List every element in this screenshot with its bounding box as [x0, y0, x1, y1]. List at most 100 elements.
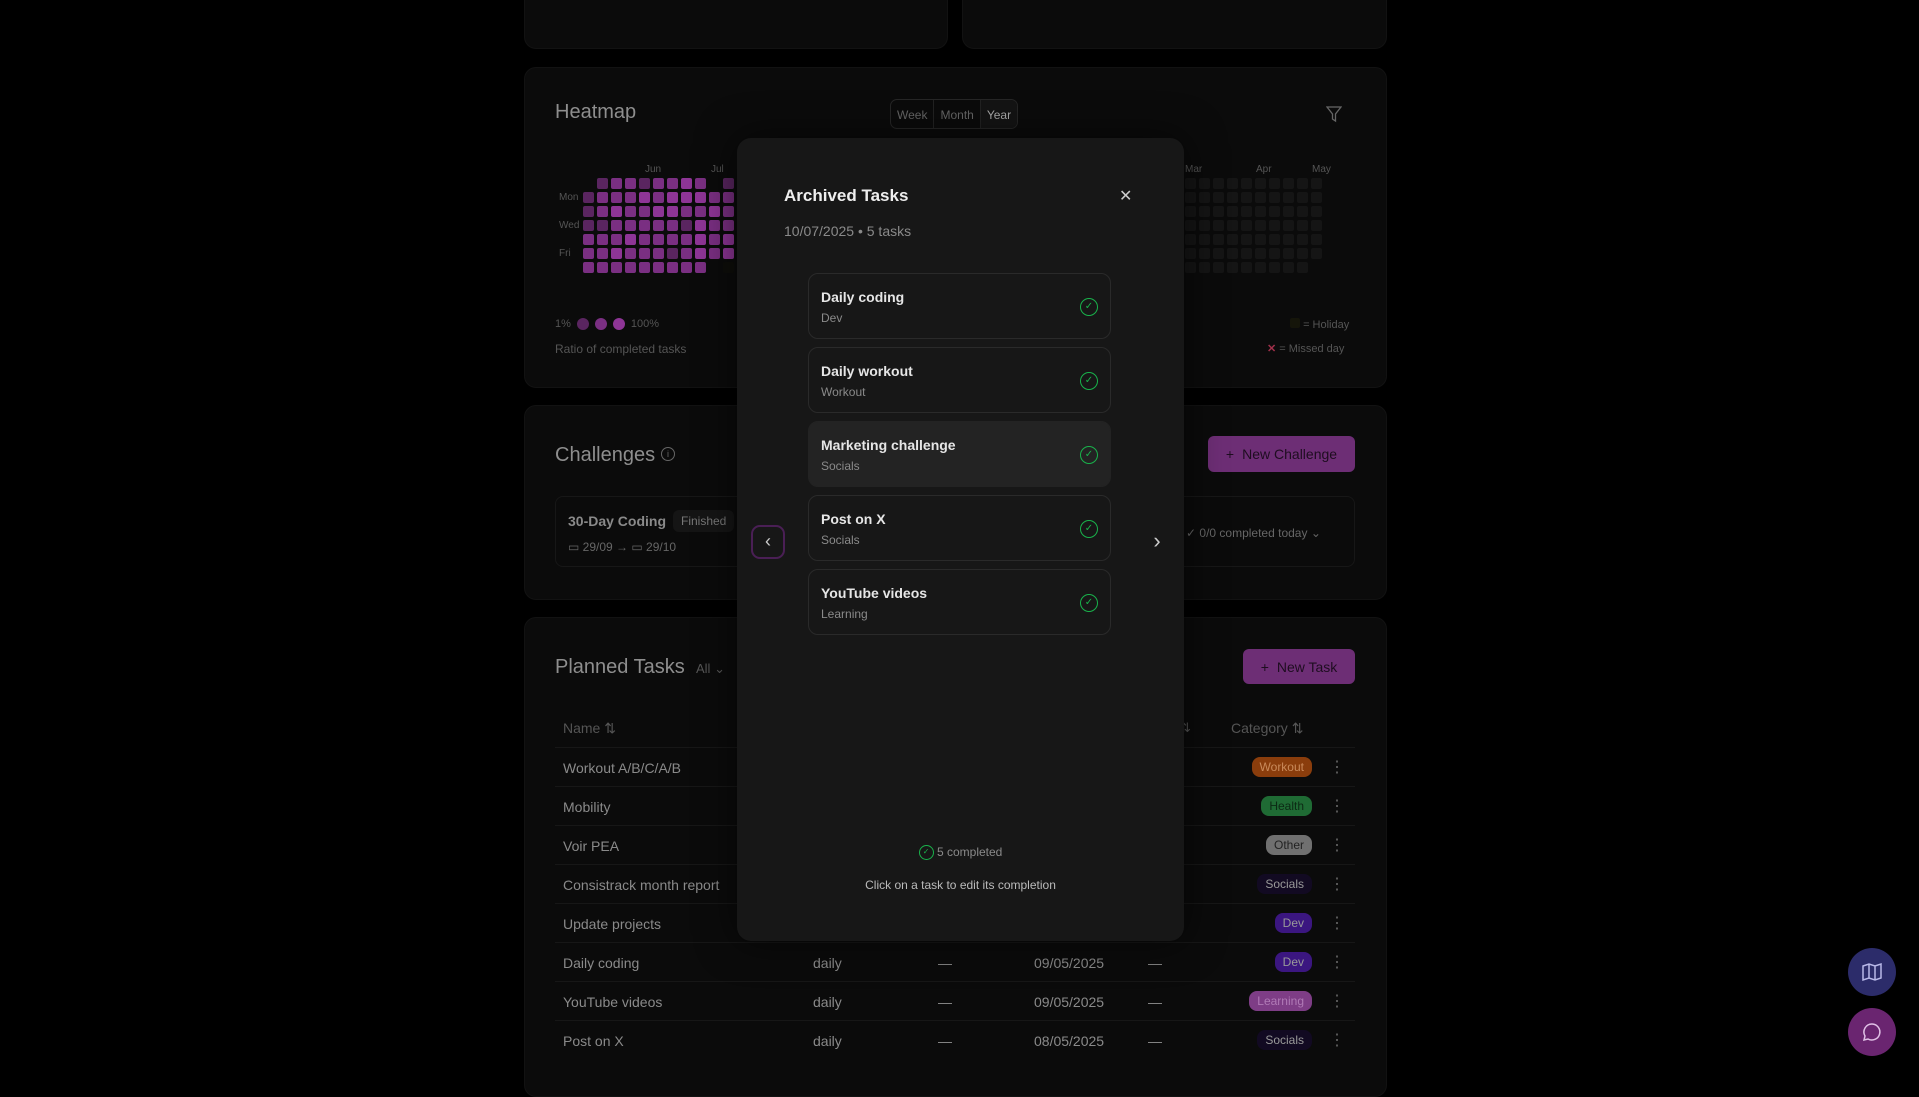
heatmap-cell[interactable] [611, 220, 622, 231]
close-icon[interactable]: ✕ [1119, 188, 1133, 205]
heatmap-cell[interactable] [1199, 248, 1210, 259]
heatmap-cell[interactable] [1297, 192, 1308, 203]
heatmap-cell[interactable] [1283, 262, 1294, 273]
heatmap-cell[interactable] [1213, 206, 1224, 217]
heatmap-cell[interactable] [1227, 248, 1238, 259]
check-circle-icon[interactable]: ✓ [1080, 372, 1098, 390]
heatmap-cell[interactable] [639, 178, 650, 189]
heatmap-cell[interactable] [1255, 178, 1266, 189]
heatmap-cell[interactable] [1269, 206, 1280, 217]
heatmap-cell[interactable] [625, 234, 636, 245]
heatmap-cell[interactable] [1241, 248, 1252, 259]
heatmap-cell[interactable] [1255, 262, 1266, 273]
more-options-icon[interactable]: ⋮ [1329, 876, 1345, 893]
heatmap-cell[interactable] [1269, 178, 1280, 189]
heatmap-cell[interactable] [583, 262, 594, 273]
heatmap-cell[interactable] [1227, 234, 1238, 245]
heatmap-cell[interactable] [1255, 220, 1266, 231]
range-month[interactable]: Month [934, 100, 981, 128]
new-challenge-button[interactable]: + New Challenge [1208, 436, 1355, 472]
today-summary[interactable]: ✓ 0/0 completed today ⌄ [1186, 526, 1321, 540]
column-header-name[interactable]: Name ⇅ [563, 720, 616, 737]
heatmap-cell[interactable] [1283, 220, 1294, 231]
heatmap-cell[interactable] [1213, 220, 1224, 231]
table-row[interactable]: Post on X daily — 08/05/2025 — Socials ⋮ [555, 1020, 1355, 1059]
heatmap-cell[interactable] [639, 192, 650, 203]
heatmap-cell[interactable] [611, 262, 622, 273]
archived-task-item[interactable]: YouTube videos Learning ✓ [808, 569, 1111, 635]
heatmap-cell[interactable] [723, 178, 734, 189]
heatmap-cell[interactable] [1199, 178, 1210, 189]
heatmap-cell[interactable] [1185, 262, 1196, 273]
heatmap-cell[interactable] [723, 262, 734, 273]
heatmap-cell[interactable] [1283, 192, 1294, 203]
heatmap-cell[interactable] [1311, 220, 1322, 231]
heatmap-cell[interactable] [723, 220, 734, 231]
heatmap-cell[interactable] [1227, 262, 1238, 273]
check-circle-icon[interactable]: ✓ [1080, 298, 1098, 316]
heatmap-cell[interactable] [681, 178, 692, 189]
heatmap-cell[interactable] [653, 262, 664, 273]
heatmap-cell[interactable] [723, 192, 734, 203]
heatmap-cell[interactable] [597, 234, 608, 245]
heatmap-cell[interactable] [597, 248, 608, 259]
heatmap-cell[interactable] [583, 234, 594, 245]
heatmap-cell[interactable] [653, 178, 664, 189]
heatmap-cell[interactable] [1199, 192, 1210, 203]
more-options-icon[interactable]: ⋮ [1329, 993, 1345, 1010]
heatmap-cell[interactable] [611, 192, 622, 203]
heatmap-cell[interactable] [639, 262, 650, 273]
more-options-icon[interactable]: ⋮ [1329, 954, 1345, 971]
heatmap-cell[interactable] [1283, 206, 1294, 217]
prev-button[interactable]: ‹ [751, 525, 785, 559]
map-button[interactable] [1848, 948, 1896, 996]
heatmap-cell[interactable] [667, 262, 678, 273]
more-options-icon[interactable]: ⋮ [1329, 759, 1345, 776]
heatmap-cell[interactable] [653, 220, 664, 231]
heatmap-cell[interactable] [653, 234, 664, 245]
more-options-icon[interactable]: ⋮ [1329, 837, 1345, 854]
info-icon[interactable]: i [661, 447, 675, 461]
heatmap-cell[interactable] [1185, 192, 1196, 203]
heatmap-cell[interactable] [667, 178, 678, 189]
more-options-icon[interactable]: ⋮ [1329, 798, 1345, 815]
range-year[interactable]: Year [980, 100, 1018, 128]
heatmap-cell[interactable] [681, 234, 692, 245]
heatmap-cell[interactable] [723, 248, 734, 259]
heatmap-cell[interactable] [639, 220, 650, 231]
heatmap-cell[interactable] [695, 248, 706, 259]
heatmap-cell[interactable] [583, 248, 594, 259]
heatmap-cell[interactable] [1269, 220, 1280, 231]
column-header-category[interactable]: Category ⇅ [1231, 720, 1303, 737]
heatmap-cell[interactable] [1199, 262, 1210, 273]
heatmap-cell[interactable] [1283, 234, 1294, 245]
heatmap-cell[interactable] [1283, 248, 1294, 259]
heatmap-cell[interactable] [709, 220, 720, 231]
sort-icon[interactable]: ⇅ [1180, 720, 1191, 735]
heatmap-cell[interactable] [1213, 262, 1224, 273]
heatmap-cell[interactable] [1185, 248, 1196, 259]
heatmap-cell[interactable] [695, 206, 706, 217]
heatmap-cell[interactable] [695, 220, 706, 231]
heatmap-cell[interactable] [625, 192, 636, 203]
heatmap-cell[interactable] [1185, 234, 1196, 245]
heatmap-cell[interactable] [611, 248, 622, 259]
heatmap-cell[interactable] [1241, 234, 1252, 245]
heatmap-cell[interactable] [1297, 248, 1308, 259]
heatmap-cell[interactable] [1241, 220, 1252, 231]
heatmap-cell[interactable] [1297, 178, 1308, 189]
heatmap-cell[interactable] [1227, 192, 1238, 203]
heatmap-cell[interactable] [681, 248, 692, 259]
heatmap-cell[interactable] [1241, 192, 1252, 203]
heatmap-cell[interactable] [1185, 206, 1196, 217]
heatmap-cell[interactable] [667, 220, 678, 231]
heatmap-cell[interactable] [1311, 178, 1322, 189]
heatmap-cell[interactable] [1311, 234, 1322, 245]
filter-icon[interactable] [1326, 105, 1342, 123]
new-task-button[interactable]: + New Task [1243, 649, 1355, 684]
heatmap-cell[interactable] [1199, 206, 1210, 217]
heatmap-cell[interactable] [1269, 234, 1280, 245]
heatmap-cell[interactable] [1255, 234, 1266, 245]
heatmap-cell[interactable] [1269, 192, 1280, 203]
heatmap-cell[interactable] [639, 248, 650, 259]
